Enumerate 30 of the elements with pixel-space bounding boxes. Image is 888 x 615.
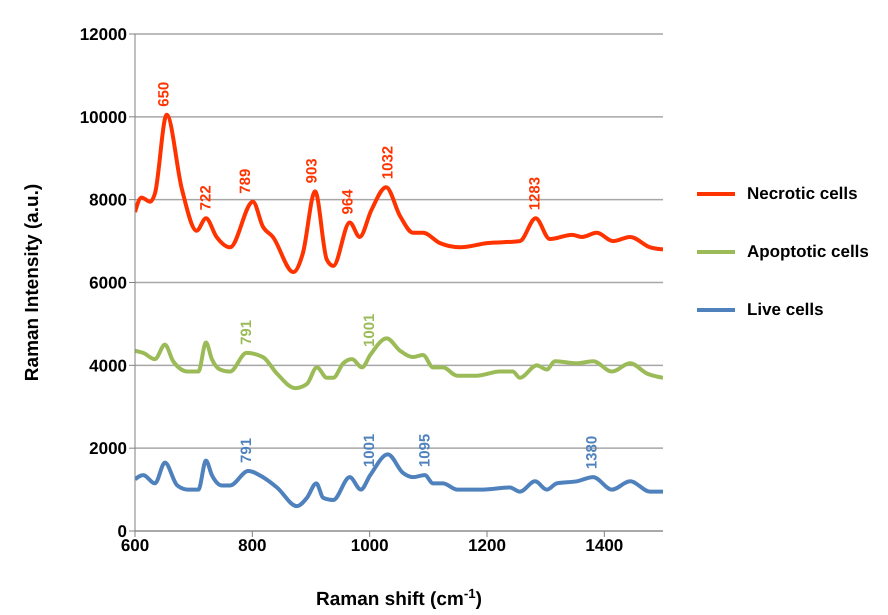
annotation: 964 [340,188,357,214]
annotation: 1001 [361,314,378,347]
annotation: 789 [236,168,254,194]
y-tick-label: 4000 [89,356,127,376]
annotation: 650 [155,82,172,107]
legend-label: Live cells [747,300,824,320]
x-tick-label: 600 [120,536,150,556]
annotation: 722 [198,185,215,210]
annotation: 903 [304,158,321,184]
x-tick-label: 1200 [468,536,506,556]
line-series [135,112,663,274]
legend-label: Necrotic cells [747,184,858,204]
x-tick-label: 800 [238,536,267,556]
annotation: 791 [238,438,256,463]
y-tick-label: 12000 [80,25,127,44]
annotation: 791 [238,320,256,345]
y-tick-label: 10000 [80,108,127,127]
legend-label: Apoptotic cells [747,242,869,262]
x-tick-label: 1000 [350,536,389,556]
y-tick-label: 6000 [89,274,127,293]
y-axis-title: Raman Intensity (a.u.) [22,184,43,382]
annotation: 1001 [361,434,378,468]
annotation: 1283 [526,176,544,210]
x-axis-title: Raman shift (cm$^{-1}$) [316,586,482,610]
x-tick-label: 1400 [585,536,624,556]
annotation: 1032 [379,146,396,180]
annotation: 1380 [584,436,601,470]
annotation: 1095 [416,434,434,468]
y-tick-label: 8000 [89,190,127,210]
y-tick-label: 2000 [89,439,127,458]
